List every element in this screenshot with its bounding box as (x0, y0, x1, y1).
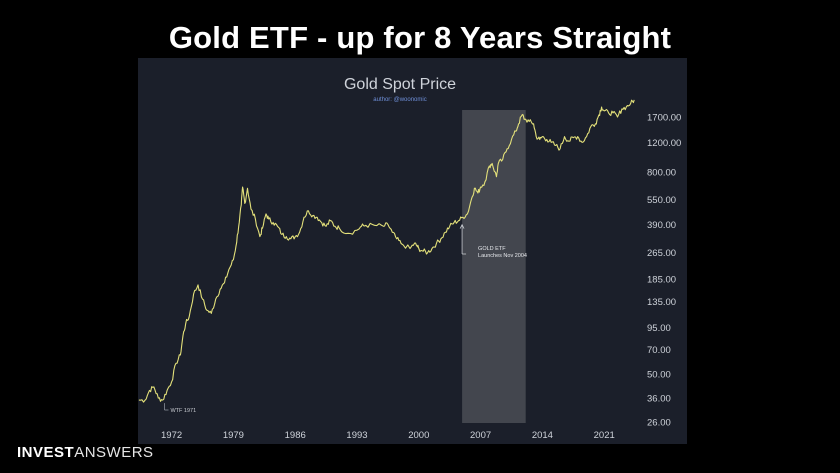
brand-part-answers: ANSWERS (74, 444, 154, 461)
x-tick-label: 1986 (285, 430, 306, 441)
y-tick-label: 800.00 (647, 168, 676, 179)
y-tick-label: 390.00 (647, 220, 676, 231)
y-tick-label: 550.00 (647, 195, 676, 206)
y-tick-label: 1200.00 (647, 138, 681, 149)
gold-price-chart: Gold Spot Price author: @woonomic 1972 19… (138, 58, 687, 444)
y-tick-label: 185.00 (647, 274, 676, 285)
annotation-gold-etf-launch: GOLD ETF (478, 246, 506, 252)
chart-title: Gold Spot Price (344, 76, 456, 93)
x-tick-label: 2000 (408, 430, 429, 441)
x-tick-label: 2007 (470, 430, 491, 441)
etf-highlight-band (462, 110, 526, 423)
y-tick-label: 36.00 (647, 394, 671, 405)
x-tick-label: 2014 (532, 430, 553, 441)
gold-price-line (138, 99, 635, 403)
brand-part-invest: INVEST (17, 444, 75, 461)
y-tick-label: 1700.00 (647, 113, 681, 124)
x-tick-label: 1972 (161, 430, 182, 441)
annotation-gold-etf-launch: Launches Nov 2004 (478, 253, 527, 259)
y-tick-label: 26.00 (647, 417, 671, 428)
x-tick-label: 1993 (346, 430, 367, 441)
x-axis: 1972 1979 1986 1993 2000 2007 2014 2021 (161, 430, 615, 441)
brand-logo: INVESTANSWERS (17, 444, 154, 461)
annotation-wtf-1971: WTF 1971 (170, 408, 196, 414)
y-tick-label: 70.00 (647, 345, 671, 356)
slide-title: Gold ETF - up for 8 Years Straight (168, 20, 672, 55)
chart-subtitle: author: @woonomic (373, 97, 426, 103)
x-tick-label: 1979 (223, 430, 244, 441)
y-tick-label: 95.00 (647, 323, 671, 334)
y-axis: 26.00 36.00 50.00 70.00 95.00 135.00 185.00 265… (647, 113, 681, 429)
y-tick-label: 50.00 (647, 370, 671, 381)
x-tick-label: 2021 (594, 430, 615, 441)
chart-svg: Gold Spot Price author: @woonomic 1972 19… (138, 76, 681, 441)
y-tick-label: 135.00 (647, 297, 676, 308)
y-tick-label: 265.00 (647, 248, 676, 259)
